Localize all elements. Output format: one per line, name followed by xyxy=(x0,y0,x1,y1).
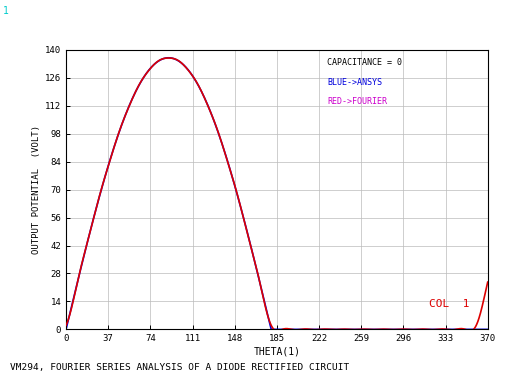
Text: RED->FOURIER: RED->FOURIER xyxy=(328,97,388,106)
Text: CAPACITANCE = 0: CAPACITANCE = 0 xyxy=(328,58,402,67)
Text: 1: 1 xyxy=(3,6,9,16)
X-axis label: THETA(1): THETA(1) xyxy=(253,346,300,356)
Y-axis label: OUTPUT POTENTIAL  (VOLT): OUTPUT POTENTIAL (VOLT) xyxy=(32,125,41,254)
Text: VM294, FOURIER SERIES ANALYSIS OF A DIODE RECTIFIED CIRCUIT: VM294, FOURIER SERIES ANALYSIS OF A DIOD… xyxy=(10,363,350,372)
Text: COL  1: COL 1 xyxy=(429,299,469,309)
Text: BLUE->ANSYS: BLUE->ANSYS xyxy=(328,78,383,87)
